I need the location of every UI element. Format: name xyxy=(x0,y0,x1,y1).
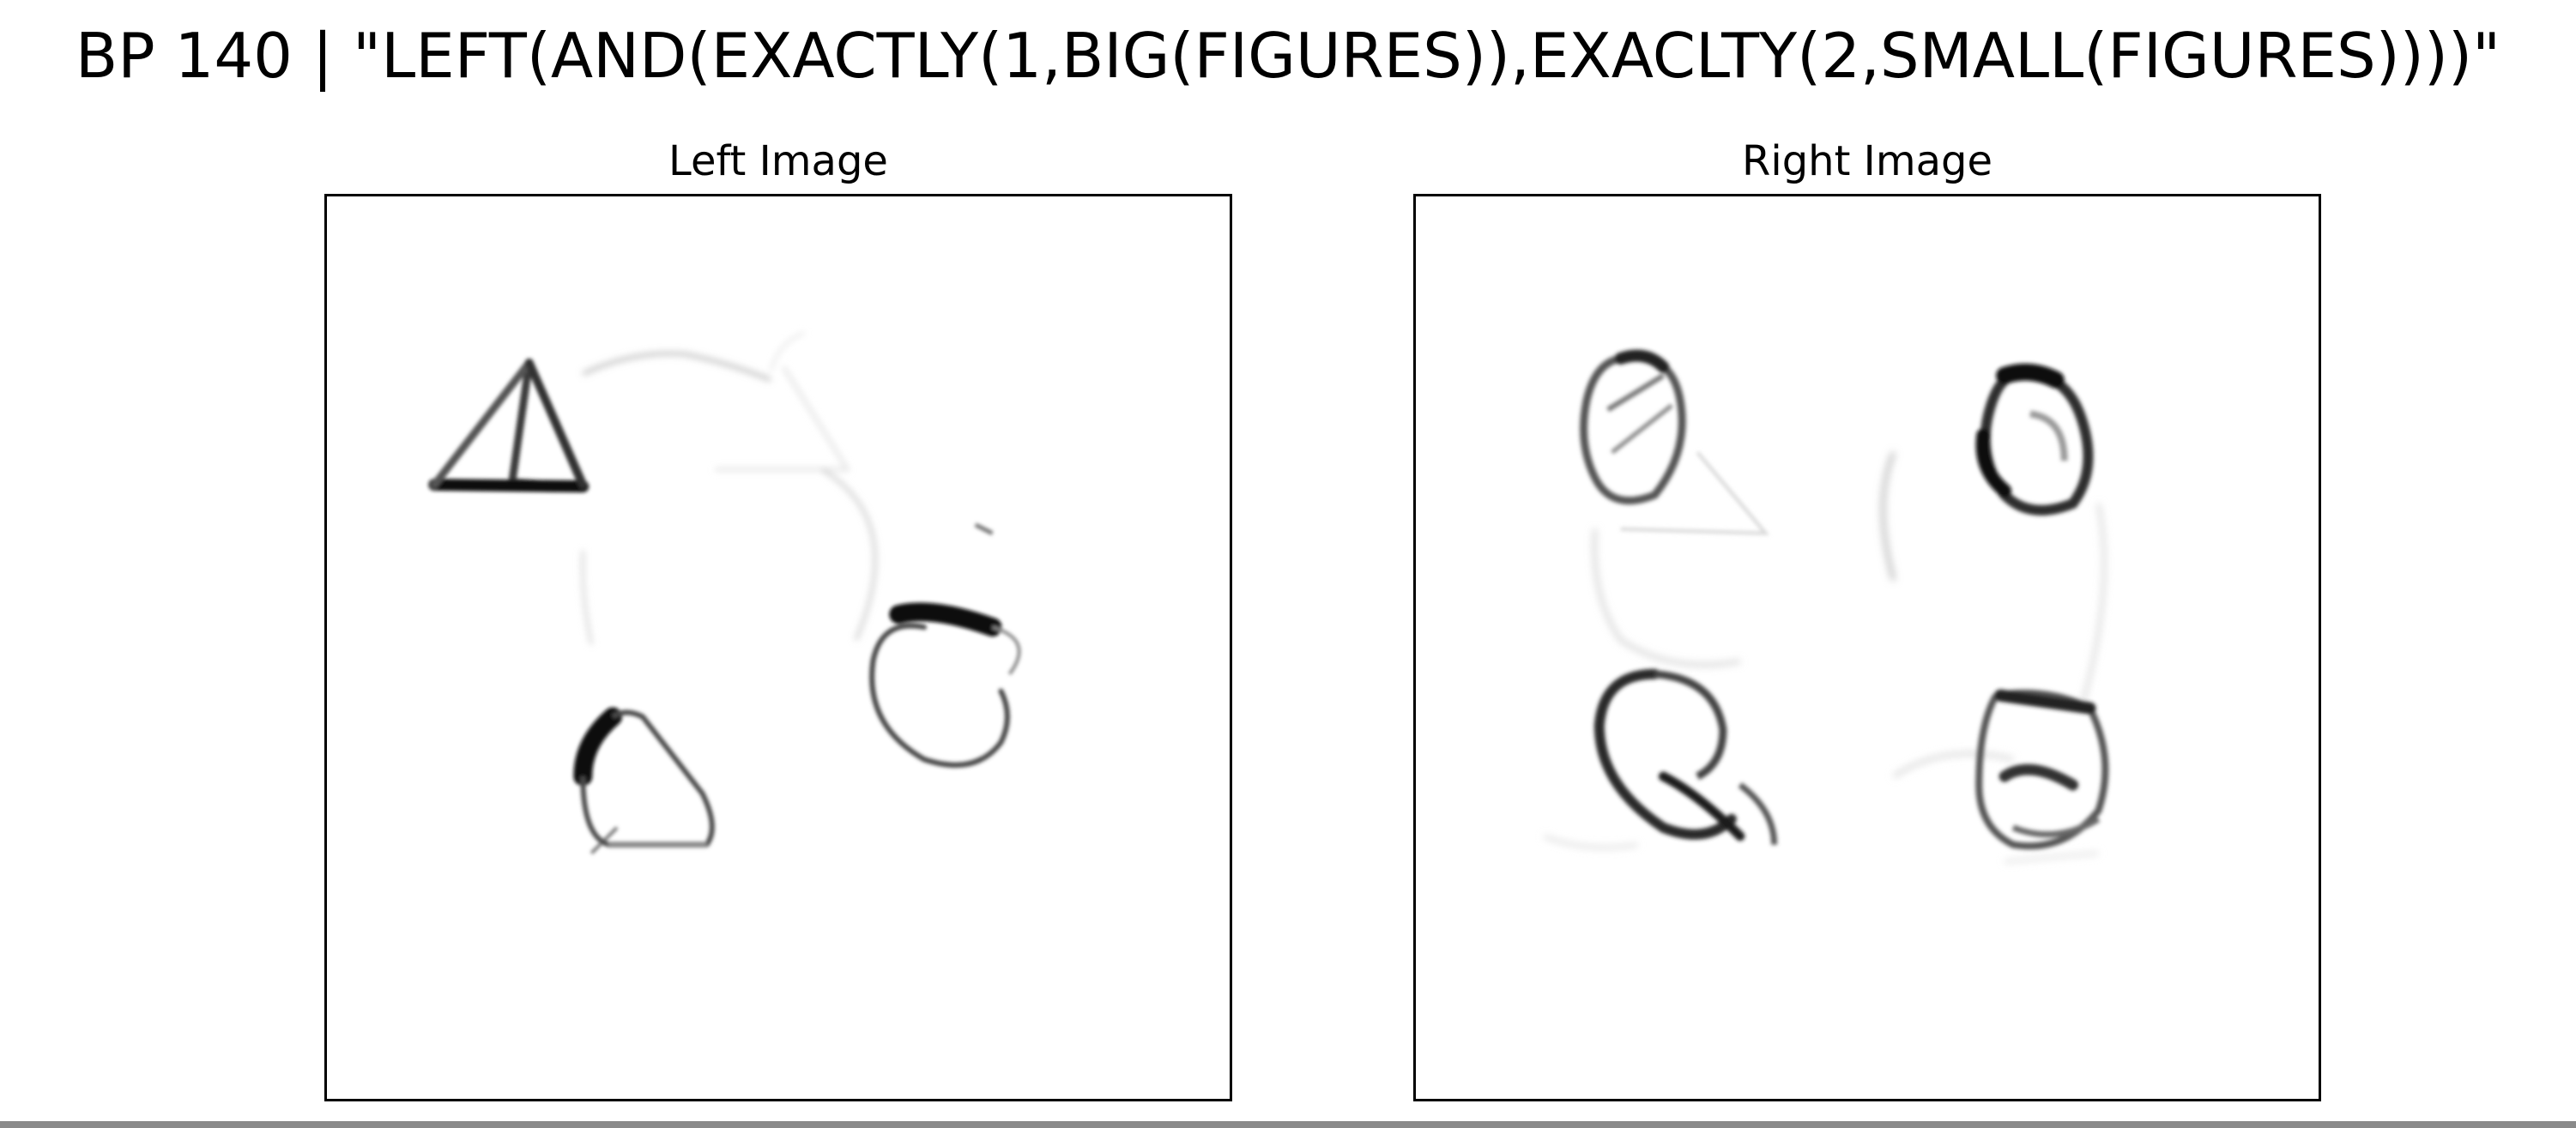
faint-large-circles xyxy=(1543,451,2107,864)
bottom-left-ring xyxy=(1593,668,1778,845)
right-image-panel xyxy=(1413,194,2321,1101)
small-triangle xyxy=(573,707,715,855)
left-image-panel xyxy=(324,194,1232,1101)
figure-title: BP 140 | "LEFT(AND(EXACTLY(1,BIG(FIGURES… xyxy=(75,20,2501,92)
bottom-strip xyxy=(0,1121,2576,1128)
big-triangle xyxy=(428,358,590,493)
right-image-drawing xyxy=(1543,349,2109,864)
left-panel-title: Left Image xyxy=(668,137,888,185)
faint-large-circle xyxy=(581,331,877,645)
top-right-figure xyxy=(1975,363,2094,516)
bottom-right-figure xyxy=(1975,689,2109,850)
left-image-drawing xyxy=(428,331,1021,855)
right-panel-title: Right Image xyxy=(1742,137,1992,185)
small-ring xyxy=(869,522,1021,768)
top-left-figure xyxy=(1580,349,1770,535)
